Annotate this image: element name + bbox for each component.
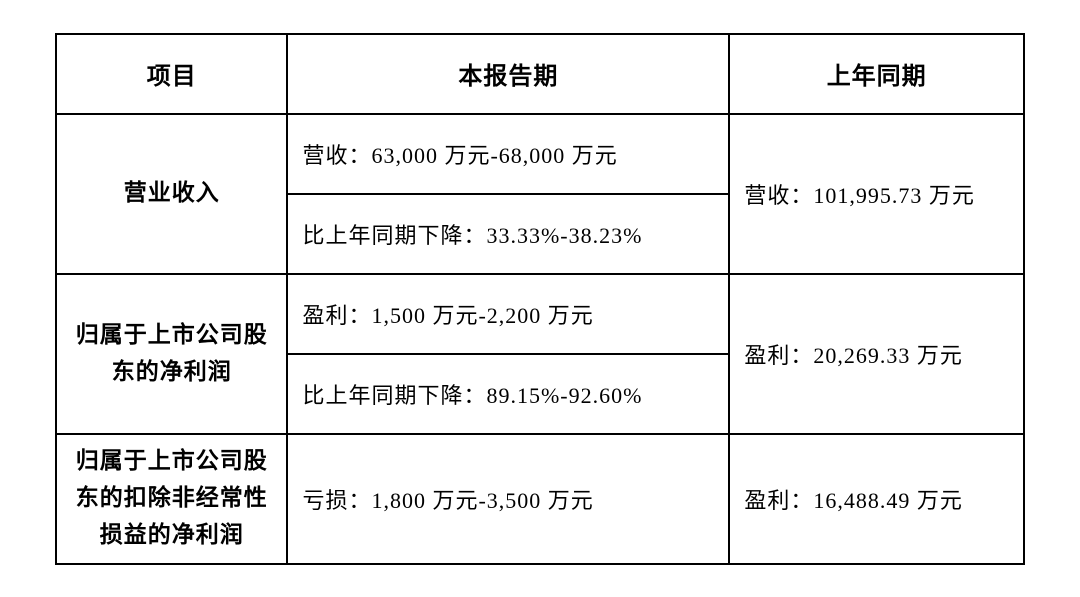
header-item: 项目: [56, 34, 287, 114]
table-row: 归属于上市公司股东的扣除非经常性损益的净利润 亏损：1,800 万元-3,500…: [56, 434, 1024, 564]
table-row: 营业收入 营收：63,000 万元-68,000 万元 营收：101,995.7…: [56, 114, 1024, 194]
header-current: 本报告期: [287, 34, 729, 114]
header-prior: 上年同期: [729, 34, 1024, 114]
table-header-row: 项目 本报告期 上年同期: [56, 34, 1024, 114]
financial-table-container: 项目 本报告期 上年同期 营业收入 营收：63,000 万元-68,000 万元…: [55, 33, 1025, 565]
row-prior-value: 营收：101,995.73 万元: [729, 114, 1024, 274]
row-current-value-0: 盈利：1,500 万元-2,200 万元: [287, 274, 729, 354]
financial-table: 项目 本报告期 上年同期 营业收入 营收：63,000 万元-68,000 万元…: [55, 33, 1025, 565]
row-current-value-single: 亏损：1,800 万元-3,500 万元: [287, 434, 729, 564]
table-row: 归属于上市公司股东的净利润 盈利：1,500 万元-2,200 万元 盈利：20…: [56, 274, 1024, 354]
row-current-value-1: 比上年同期下降：33.33%-38.23%: [287, 194, 729, 274]
row-prior-value: 盈利：20,269.33 万元: [729, 274, 1024, 434]
row-current-value-0: 营收：63,000 万元-68,000 万元: [287, 114, 729, 194]
row-current-value-1: 比上年同期下降：89.15%-92.60%: [287, 354, 729, 434]
row-item-label: 营业收入: [56, 114, 287, 274]
row-prior-value: 盈利：16,488.49 万元: [729, 434, 1024, 564]
row-item-label: 归属于上市公司股东的净利润: [56, 274, 287, 434]
row-item-label: 归属于上市公司股东的扣除非经常性损益的净利润: [56, 434, 287, 564]
